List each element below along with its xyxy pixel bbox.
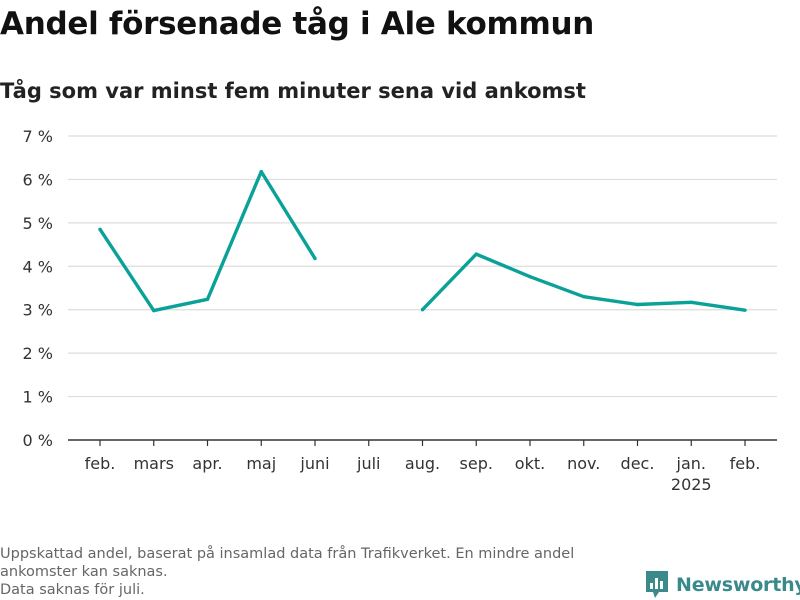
- data-point: [635, 302, 640, 307]
- footnote-line: Data saknas för juli.: [0, 582, 145, 598]
- data-point: [313, 256, 317, 261]
- data-point: [98, 227, 102, 232]
- data-point: [582, 294, 586, 299]
- data-point: [259, 169, 263, 174]
- x-tick-label: mars: [134, 454, 174, 473]
- data-point: [152, 308, 156, 313]
- data-point: [743, 308, 747, 312]
- y-tick-label: 6 %: [23, 170, 53, 189]
- y-tick-label: 5 %: [23, 214, 53, 233]
- y-tick-label: 1 %: [23, 388, 53, 407]
- x-tick-label: juni: [299, 454, 329, 473]
- x-tick-label: dec.: [621, 454, 655, 473]
- x-tick-label: apr.: [192, 454, 222, 473]
- data-point: [474, 252, 478, 256]
- x-tick-sublabel: 2025: [671, 475, 712, 494]
- y-tick-label: 7 %: [23, 127, 53, 146]
- x-tick-label: okt.: [515, 454, 545, 473]
- footnote: Uppskattad andel, baserat på insamlad da…: [0, 545, 640, 599]
- data-point: [205, 297, 210, 301]
- x-tick-label: aug.: [405, 454, 440, 473]
- footnote-line: Uppskattad andel, baserat på insamlad da…: [0, 546, 575, 562]
- brand-logo: Newsworthy: [644, 570, 800, 600]
- y-tick-label: 0 %: [23, 431, 53, 450]
- x-tick-label: nov.: [567, 454, 600, 473]
- x-tick-label: jan.: [676, 454, 706, 473]
- series-line: [98, 169, 317, 313]
- chart-subtitle: Tåg som var minst fem minuter sena vid a…: [0, 79, 586, 103]
- data-point: [420, 308, 425, 312]
- x-tick-label: feb.: [85, 454, 116, 473]
- x-tick-label: feb.: [730, 454, 761, 473]
- data-point: [689, 300, 693, 305]
- x-tick-label: juli: [356, 454, 380, 473]
- y-tick-label: 3 %: [23, 301, 53, 320]
- y-tick-label: 2 %: [23, 344, 53, 363]
- brand-name: Newsworthy: [676, 574, 800, 596]
- y-tick-label: 4 %: [23, 257, 53, 276]
- x-tick-label: maj: [246, 454, 276, 473]
- data-point: [528, 275, 532, 279]
- bar-chart-logo-icon: [646, 571, 668, 598]
- x-tick-label: sep.: [460, 454, 493, 473]
- footnote-line: ankomster kan saknas.: [0, 564, 168, 580]
- series-line: [421, 252, 746, 312]
- chart-title: Andel försenade tåg i Ale kommun: [0, 6, 595, 42]
